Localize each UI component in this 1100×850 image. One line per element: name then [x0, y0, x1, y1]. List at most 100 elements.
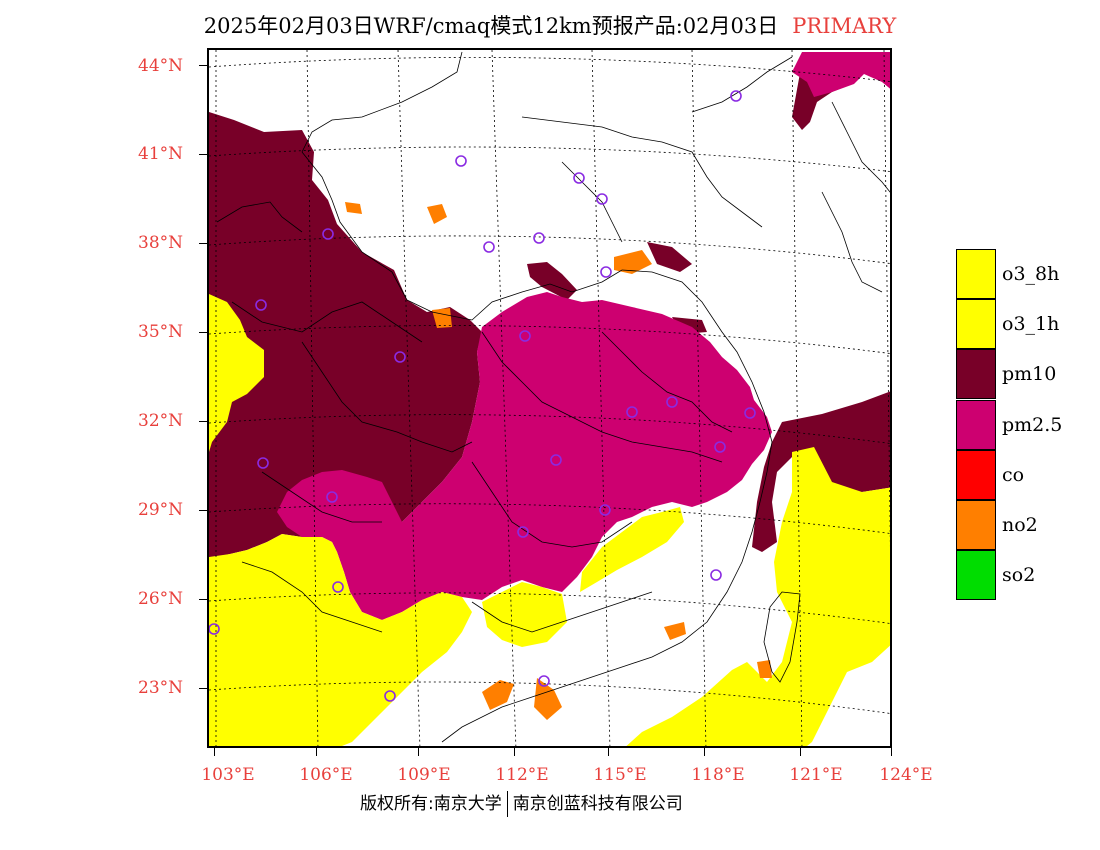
circle-icon [666, 396, 678, 408]
o3-region-central [580, 507, 684, 592]
circle-icon [519, 330, 531, 342]
o3-region-south-strip [209, 692, 262, 742]
circle-icon [533, 232, 545, 244]
lon-tick [891, 748, 892, 756]
pm10-patch [647, 242, 692, 272]
o3-region-sw [209, 534, 472, 746]
circle-icon [326, 491, 338, 503]
lat-label: 29°N [138, 500, 184, 520]
divider [506, 791, 508, 817]
o3-region-west [209, 294, 264, 452]
legend-label: o3_1h [1002, 313, 1060, 336]
no2-patch [534, 678, 562, 720]
legend-swatch [956, 499, 996, 550]
copyright-footer: 版权所有:南京大学 南京创蓝科技有限公司 [360, 789, 683, 817]
circle-icon [730, 90, 742, 102]
no2-patch [664, 622, 686, 640]
lat-label: 38°N [138, 233, 184, 253]
circle-icon [599, 504, 611, 516]
lon-label: 103°E [201, 765, 255, 785]
pm10-region [209, 112, 482, 558]
lat-tick [199, 510, 207, 511]
legend-swatch [956, 449, 996, 500]
lon-tick [214, 748, 215, 756]
lon-label: 121°E [789, 765, 843, 785]
circle-icon [538, 675, 550, 687]
circle-icon [714, 441, 726, 453]
circle-icon [384, 690, 396, 702]
lat-label: 35°N [138, 322, 184, 342]
legend-label: so2 [1002, 564, 1036, 587]
circle-icon [483, 241, 495, 253]
circle-icon [573, 172, 585, 184]
legend-swatch [956, 399, 996, 450]
station-markers [209, 90, 756, 702]
no2-patch [427, 204, 447, 224]
lon-tick [608, 748, 609, 756]
circle-icon [626, 406, 638, 418]
legend-label: pm2.5 [1002, 413, 1063, 436]
copyright-company: 南京创蓝科技有限公司 [512, 794, 683, 814]
lon-tick [704, 748, 705, 756]
legend-label: co [1002, 463, 1025, 486]
lat-label: 32°N [138, 411, 184, 431]
circle-icon [710, 569, 722, 581]
legend-swatch [956, 249, 996, 299]
circle-icon [455, 155, 467, 167]
boundary-lines [216, 51, 890, 743]
lat-label: 26°N [138, 589, 184, 609]
lat-tick [199, 65, 207, 66]
page-title: 2025年02月03日WRF/cmaq模式12km预报产品:02月03日 PRIM… [0, 10, 1100, 40]
lon-tick [514, 748, 515, 756]
lat-tick [199, 599, 207, 600]
circle-icon [394, 351, 406, 363]
lat-tick [199, 154, 207, 155]
no2-patch [757, 660, 772, 678]
legend-label: o3_8h [1002, 263, 1060, 285]
lat-tick [199, 243, 207, 244]
lon-tick [418, 748, 419, 756]
circle-icon [209, 623, 220, 635]
legend-swatch [956, 349, 996, 400]
legend-swatch [956, 550, 996, 601]
circle-icon [322, 228, 334, 240]
lon-label: 106°E [299, 765, 353, 785]
circle-icon [255, 299, 267, 311]
lat-label: 41°N [138, 144, 184, 164]
lat-label: 23°N [138, 678, 184, 698]
lon-label: 109°E [397, 765, 451, 785]
lat-tick [199, 688, 207, 689]
circle-icon [744, 407, 756, 419]
lon-label: 112°E [495, 765, 549, 785]
lat-label: 44°N [138, 56, 184, 76]
pm25-region [277, 292, 772, 620]
lon-tick [800, 748, 801, 756]
circle-icon [600, 266, 612, 278]
no2-patch [345, 202, 362, 214]
legend-label: pm10 [1002, 363, 1057, 386]
title-main: 2025年02月03日WRF/cmaq模式12km预报产品:02月03日 [203, 14, 779, 38]
circle-icon [257, 457, 269, 469]
lon-tick [316, 748, 317, 756]
lon-label: 118°E [691, 765, 745, 785]
copyright-owner: 版权所有:南京大学 [360, 794, 502, 814]
map-panel[interactable] [207, 48, 892, 748]
no2-patch [482, 680, 514, 710]
title-tag: PRIMARY [792, 14, 897, 38]
circle-icon [332, 581, 344, 593]
lat-tick [199, 421, 207, 422]
o3-region-guangxi [482, 582, 567, 647]
circle-icon [550, 454, 562, 466]
pm10-patch [527, 262, 577, 300]
graticule [209, 50, 890, 746]
lat-tick [199, 332, 207, 333]
lon-label: 115°E [593, 765, 647, 785]
pollutant-map [209, 50, 890, 746]
circle-icon [596, 193, 608, 205]
circle-icon [517, 526, 529, 538]
no2-patch [614, 250, 652, 274]
o3-region-east-sea [626, 447, 890, 746]
legend-label: no2 [1002, 513, 1038, 536]
lon-label: 124°E [879, 765, 933, 785]
legend-swatch [956, 299, 996, 350]
